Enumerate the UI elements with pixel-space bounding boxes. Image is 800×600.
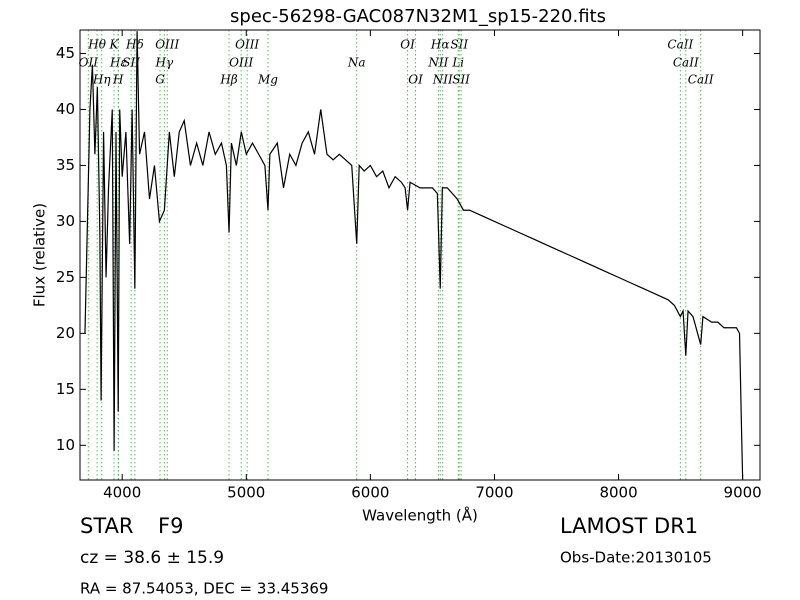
obs-date: Obs-Date:20130105 bbox=[560, 549, 712, 567]
spectral-line-label: Hη bbox=[92, 73, 111, 87]
spectral-line-label: CaII bbox=[667, 38, 693, 52]
y-axis-label: Flux (relative) bbox=[31, 203, 49, 307]
spectral-line-label: Hγ bbox=[155, 56, 174, 70]
x-tick-label: 5000 bbox=[227, 484, 265, 502]
y-tick-label: 10 bbox=[56, 436, 75, 454]
redshift: cz = 38.6 ± 15.9 bbox=[80, 548, 224, 568]
spectral-line-label: H bbox=[112, 73, 124, 87]
spectral-line-label: SII bbox=[450, 38, 468, 52]
spectral-line-label: Hα bbox=[430, 38, 450, 52]
spectral-line-label: NII bbox=[427, 56, 448, 70]
spectral-line-label: OIII bbox=[229, 56, 253, 70]
subclass: F9 bbox=[158, 514, 183, 538]
spectral-line-label: Hδ bbox=[125, 38, 144, 52]
spectral-line-label: SII bbox=[122, 56, 140, 70]
spectral-line-label: Hβ bbox=[219, 73, 237, 87]
spectral-line-label: CaII bbox=[673, 56, 699, 70]
y-tick-label: 25 bbox=[56, 268, 75, 286]
y-tick-label: 30 bbox=[56, 212, 75, 230]
spectrum-line bbox=[84, 31, 744, 479]
y-tick-label: 15 bbox=[56, 380, 75, 398]
plot-frame bbox=[79, 29, 761, 481]
spectral-line-label: K bbox=[109, 38, 120, 52]
x-tick-label: 6000 bbox=[351, 484, 389, 502]
chart-title: spec-56298-GAC087N32M1_sp15-220.fits bbox=[230, 6, 606, 27]
y-tick-label: 45 bbox=[56, 44, 75, 62]
x-axis-label: Wavelength (Å) bbox=[362, 506, 478, 525]
x-tick-label: 4000 bbox=[103, 484, 141, 502]
x-tick-label: 8000 bbox=[599, 484, 637, 502]
y-tick-label: 35 bbox=[56, 156, 75, 174]
coordinates: RA = 87.54053, DEC = 33.45369 bbox=[80, 580, 328, 598]
spectral-line-label: OI bbox=[408, 73, 423, 87]
spectral-line-label: Na bbox=[347, 56, 366, 70]
spectral-line-label: OII bbox=[79, 56, 99, 70]
spectral-line-label: G bbox=[155, 73, 165, 87]
spectral-line-label: Hθ bbox=[87, 38, 106, 52]
y-tick-label: 40 bbox=[56, 100, 75, 118]
spectral-line-label: Li bbox=[451, 56, 464, 70]
spectral-line-label: SII bbox=[452, 73, 470, 87]
spectral-line-label: OIII bbox=[235, 38, 259, 52]
y-tick-label: 20 bbox=[56, 324, 75, 342]
x-tick-label: 7000 bbox=[475, 484, 513, 502]
survey: LAMOST DR1 bbox=[560, 514, 698, 538]
spectral-line-label: NII bbox=[432, 73, 453, 87]
x-tick-label: 9000 bbox=[724, 484, 762, 502]
spectral-line-label: Mg bbox=[257, 73, 278, 87]
object-class: STAR bbox=[80, 514, 133, 538]
spectral-line-label: CaII bbox=[688, 73, 714, 87]
spectral-line-label: OIII bbox=[155, 38, 179, 52]
spectral-line-label: OI bbox=[400, 38, 415, 52]
